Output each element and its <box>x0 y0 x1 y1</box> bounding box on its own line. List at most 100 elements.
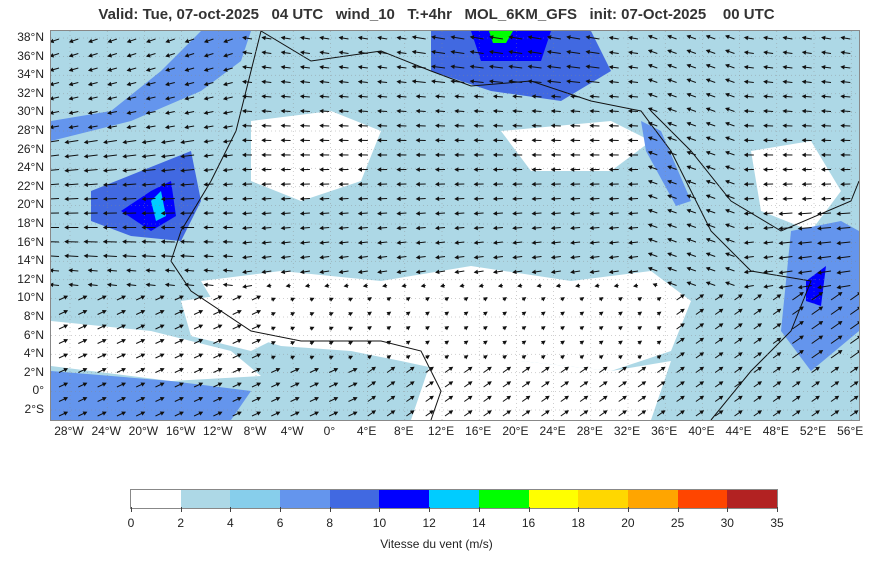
latitude-label: 0° <box>32 383 44 398</box>
wind-arrow <box>705 281 716 286</box>
wind-arrow <box>213 324 223 330</box>
wind-arrow <box>107 110 118 115</box>
wind-arrow <box>64 196 79 202</box>
wind-arrow <box>850 292 859 301</box>
wind-arrow <box>820 138 832 143</box>
wind-arrow <box>203 225 214 230</box>
wind-arrow <box>797 255 812 261</box>
wind-arrow <box>627 181 639 187</box>
wind-arrow <box>116 411 127 417</box>
wind-arrow <box>338 123 349 129</box>
wind-arrow <box>377 65 388 70</box>
wind-arrow <box>579 326 585 331</box>
wind-arrow <box>145 53 156 58</box>
wind-arrow <box>97 324 107 330</box>
wind-arrow <box>377 167 388 172</box>
wind-arrow <box>512 108 523 114</box>
longitude-label: 0° <box>323 424 336 438</box>
wind-arrow <box>589 123 600 129</box>
wind-arrow <box>801 65 812 70</box>
wind-arrow <box>377 269 388 275</box>
wind-arrow <box>531 211 542 216</box>
wind-arrow <box>280 65 291 70</box>
wind-arrow <box>222 282 233 288</box>
wind-arrow <box>386 381 396 388</box>
wind-arrow <box>797 240 812 246</box>
wind-arrow <box>415 225 426 231</box>
wind-arrow <box>51 53 60 58</box>
wind-arrow <box>126 96 137 101</box>
wind-arrow <box>820 152 832 158</box>
wind-arrow <box>68 38 79 44</box>
wind-arrow <box>667 78 677 83</box>
wind-arrow <box>570 138 581 143</box>
wind-arrow <box>589 167 600 172</box>
wind-arrow <box>203 67 214 72</box>
wind-arrow <box>667 237 677 243</box>
wind-arrow <box>469 64 484 70</box>
wind-arrow <box>618 366 627 373</box>
wind-arrow <box>608 108 619 114</box>
wind-arrow <box>628 50 639 55</box>
colorbar-segment <box>379 490 430 508</box>
wind-arrow <box>299 167 310 172</box>
wind-arrow <box>222 268 233 273</box>
wind-arrow <box>271 341 276 346</box>
wind-arrow <box>560 297 565 302</box>
wind-arrow <box>160 239 175 244</box>
wind-arrow <box>792 366 801 373</box>
wind-arrow <box>213 309 223 315</box>
wind-arrow <box>772 395 782 402</box>
wind-arrow <box>319 94 330 99</box>
wind-arrow <box>319 50 330 55</box>
wind-arrow <box>695 323 705 330</box>
wind-arrow <box>299 240 310 245</box>
wind-arrow <box>627 225 639 231</box>
wind-arrow <box>203 96 214 101</box>
wind-arrow <box>676 395 685 402</box>
wind-arrow <box>135 396 146 402</box>
wind-arrow <box>667 281 677 286</box>
wind-arrow <box>585 64 600 70</box>
wind-arrow <box>850 381 859 388</box>
wind-arrow <box>357 50 368 55</box>
wind-arrow <box>550 94 561 99</box>
wind-arrow <box>184 96 195 101</box>
wind-arrow <box>51 198 60 200</box>
wind-arrow <box>531 240 542 245</box>
wind-arrow <box>165 38 175 44</box>
wind-arrow <box>415 254 426 260</box>
wind-arrow <box>165 53 175 58</box>
longitude-label: 24°E <box>539 424 566 438</box>
wind-arrow <box>155 353 165 359</box>
wind-arrow <box>469 35 484 40</box>
wind-arrow <box>386 340 392 345</box>
wind-arrow <box>309 382 320 388</box>
wind-arrow <box>271 382 281 388</box>
wind-arrow <box>801 138 812 143</box>
wind-arrow <box>396 35 407 41</box>
wind-arrow <box>734 337 743 344</box>
wind-arrow <box>817 226 832 231</box>
wind-arrow <box>126 124 137 130</box>
wind-arrow <box>141 196 156 202</box>
wind-arrow <box>540 326 546 331</box>
wind-arrow <box>141 239 156 244</box>
wind-arrow <box>811 366 820 373</box>
wind-arrow <box>579 340 585 345</box>
wind-arrow <box>579 410 589 417</box>
wind-arrow <box>51 255 60 257</box>
wind-arrow <box>367 366 377 373</box>
strong-wind-canary-core <box>121 181 176 231</box>
wind-arrow <box>338 65 349 70</box>
wind-arrow <box>319 152 330 158</box>
wind-arrow <box>667 107 677 112</box>
wind-arrow <box>657 395 666 402</box>
wind-arrow <box>193 367 204 373</box>
wind-arrow <box>415 108 426 114</box>
wind-arrow <box>116 309 127 315</box>
wind-arrow <box>280 94 291 99</box>
wind-arrow <box>193 338 204 344</box>
wind-arrow <box>560 355 565 360</box>
latitude-label: 30°N <box>17 104 44 119</box>
